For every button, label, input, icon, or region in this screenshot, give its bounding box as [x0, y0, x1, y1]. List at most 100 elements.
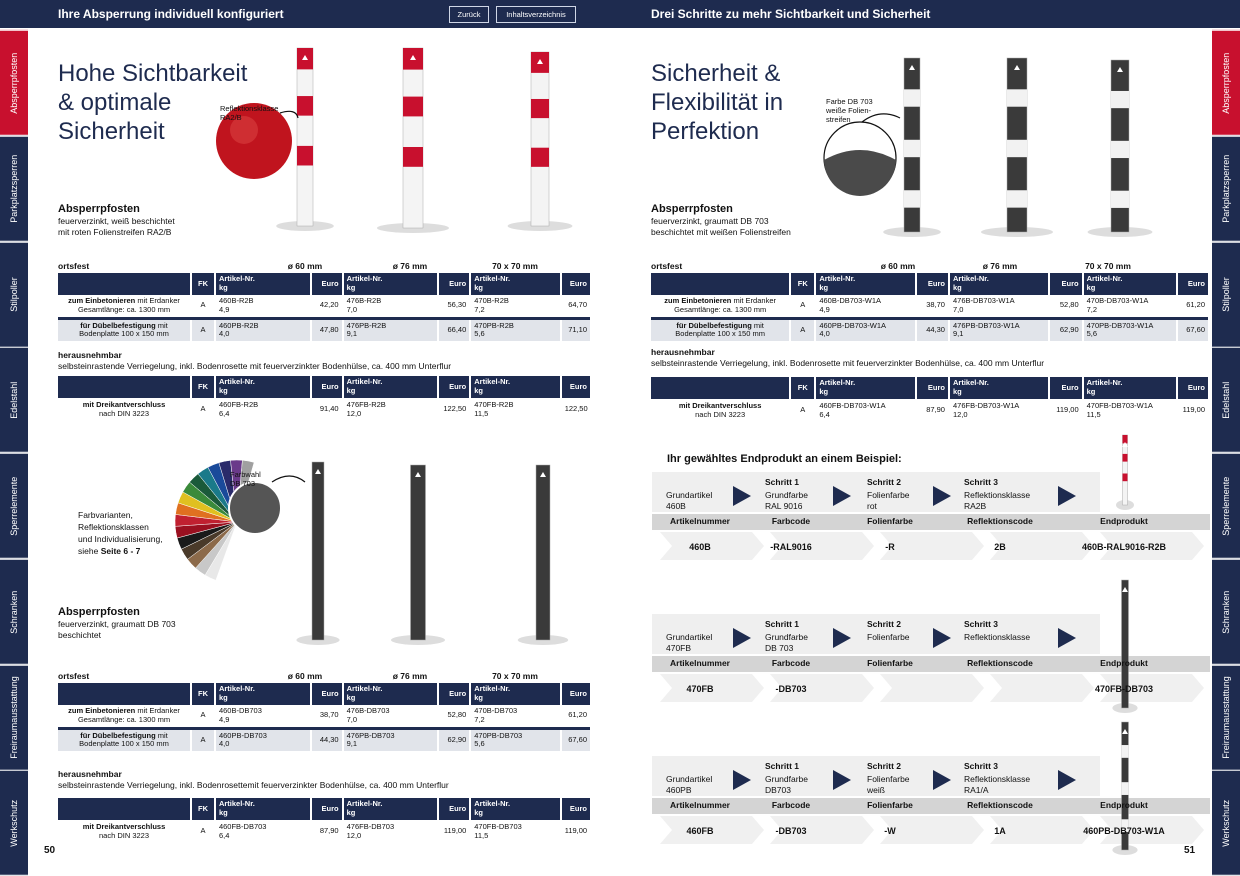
- cell-text: Artikel-Nr.: [952, 378, 989, 388]
- step-title: Schritt 3: [964, 477, 999, 487]
- cell-text: 460B-DB703: [218, 706, 262, 716]
- side-tab[interactable]: Werkschutz: [1212, 770, 1240, 876]
- row-label: Bodenplatte 100 x 150 mm: [79, 739, 169, 749]
- cell-text: 470FB-DB703-W1A: [1086, 400, 1153, 410]
- cell-text: 5,6: [474, 329, 485, 339]
- cell-text: 119,00: [1182, 405, 1205, 415]
- cell-text: 87,90: [926, 405, 945, 415]
- callout: weiße Folien-: [826, 106, 872, 115]
- column-label: Reflektionscode: [967, 658, 1033, 668]
- pole-reflector: [315, 469, 321, 474]
- cell-text: A: [200, 300, 206, 310]
- price-table: FK Artikel-Nr. kg Euro Artikel-Nr. kg Euro Arti…: [58, 376, 590, 421]
- side-tab[interactable]: Freiraumausstattung: [0, 664, 28, 771]
- row-label: für Dübelbefestigung: [676, 320, 752, 330]
- side-tab[interactable]: Parkplatzsperren: [1212, 135, 1240, 242]
- chevron: [660, 816, 764, 844]
- product-description: feuerverzinkt, graumatt DB 703: [58, 619, 176, 629]
- mounting-label: ortsfest: [58, 261, 90, 271]
- page-number: 50: [44, 845, 56, 856]
- pole-stripe: [403, 147, 423, 167]
- nav-button[interactable]: Zurück: [449, 6, 489, 23]
- cell-text: 470FB-DB703: [474, 821, 522, 831]
- step-text: DB 703: [765, 643, 794, 653]
- code-value: -RAL9016: [770, 542, 812, 552]
- column-label: Reflektionscode: [967, 516, 1033, 526]
- mounting-label: herausnehmbar: [58, 769, 122, 779]
- pole: [1121, 579, 1129, 709]
- cell-text: 6,4: [218, 408, 230, 418]
- side-tab[interactable]: Edelstahl: [1212, 347, 1240, 453]
- cell-text: 11,5: [474, 830, 489, 840]
- code-value: 470FB-DB703: [1094, 684, 1154, 694]
- side-tab[interactable]: Absperrpfosten: [0, 30, 28, 136]
- side-tab[interactable]: Absperrpfosten: [1212, 30, 1240, 136]
- cell-text: Euro: [321, 381, 339, 391]
- arrow: [733, 770, 751, 790]
- step-text: Grundfarbe: [765, 774, 808, 784]
- cell-text: 122,50: [443, 404, 467, 414]
- side-tab[interactable]: Edelstahl: [0, 347, 28, 453]
- base-article: 470FB: [666, 643, 692, 653]
- step-text: Reflektionsklasse: [964, 632, 1031, 642]
- cell-text: 476PB-R2B: [346, 320, 387, 330]
- pole-stripe: [1122, 453, 1128, 462]
- cell-text: 52,80: [1059, 300, 1079, 310]
- pole-reflector: [415, 472, 421, 477]
- cell-text: 9,1: [952, 329, 964, 339]
- pole-stripe: [1007, 190, 1027, 208]
- column-label: Farbcode: [771, 658, 811, 668]
- side-tab[interactable]: Stilpoller: [1212, 241, 1240, 348]
- cell-text: 460FB-DB703: [218, 821, 267, 831]
- side-tab[interactable]: Schranken: [1212, 558, 1240, 665]
- chevron: [770, 674, 874, 702]
- step-title: Schritt 2: [867, 477, 902, 487]
- pole: [530, 51, 550, 227]
- mounting-label: ortsfest: [651, 261, 683, 271]
- step-text: Folienfarbe: [867, 490, 910, 500]
- cell-text: 87,90: [319, 826, 339, 836]
- pole-reflector: [1122, 729, 1128, 734]
- row-label: Gesamtlänge: ca. 1300 mm: [77, 304, 171, 314]
- row-label: mit Dreikantverschluss: [82, 399, 166, 409]
- cell-text: Artikel-Nr.: [1086, 378, 1123, 388]
- side-tab[interactable]: Werkschutz: [0, 770, 28, 876]
- side-tab[interactable]: Freiraumausstattung: [1212, 664, 1240, 771]
- side-tab[interactable]: Sperrelemente: [1212, 453, 1240, 559]
- column-label: Reflektionscode: [967, 800, 1033, 810]
- cell-text: A: [200, 826, 206, 836]
- cell-text: Euro: [449, 803, 467, 813]
- pole-stripe: [904, 139, 920, 158]
- side-tab[interactable]: Sperrelemente: [0, 453, 28, 559]
- code-value: 460B-RAL9016-R2B: [1081, 542, 1167, 552]
- row-label: mit Erdanker: [137, 706, 180, 716]
- product-description: beschichtet: [58, 630, 101, 640]
- pole: [410, 464, 426, 641]
- pole-stripe: [1111, 90, 1129, 109]
- nav-button[interactable]: Inhaltsverzeichnis: [496, 6, 576, 23]
- side-tab[interactable]: Stilpoller: [0, 241, 28, 348]
- cell-text: 476FB-DB703: [346, 821, 395, 831]
- base-article: 460B: [666, 501, 686, 511]
- cell-text: 476PB-DB703-W1A: [952, 320, 1020, 330]
- cell-text: Euro: [569, 278, 587, 288]
- pole-stripe: [1121, 819, 1129, 833]
- cell-text: Artikel-Nr.: [346, 274, 383, 284]
- row-label: mit Dreikantverschluss: [678, 400, 762, 410]
- pole-reflector: [1117, 67, 1123, 72]
- column-label: Endprodukt: [1100, 800, 1148, 810]
- reflector-shine: [230, 116, 258, 144]
- cell-text: kg: [346, 693, 356, 702]
- step-text: Folienfarbe: [867, 774, 910, 784]
- pole-stripe: [1121, 782, 1129, 795]
- cell-text: Euro: [1187, 382, 1205, 392]
- side-tab[interactable]: Parkplatzsperren: [0, 135, 28, 242]
- pole-stripe: [531, 98, 549, 119]
- cell-text: 476PB-DB703: [346, 730, 395, 740]
- step-title: Schritt 3: [964, 619, 999, 629]
- variants-text: und Individualisierung,: [78, 534, 163, 544]
- cell-text: 9,1: [346, 329, 358, 339]
- side-tab[interactable]: Schranken: [0, 558, 28, 665]
- cell-text: 67,60: [568, 734, 587, 744]
- cell-text: 476B-DB703: [346, 706, 390, 716]
